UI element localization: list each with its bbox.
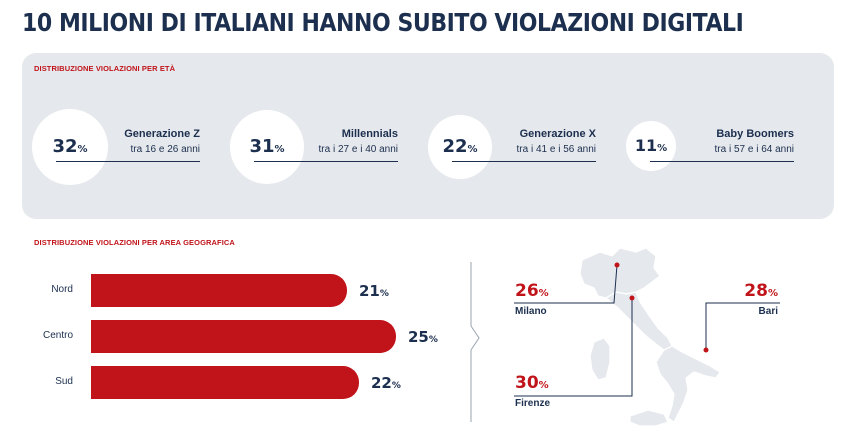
age-bubble: 32% — [32, 109, 108, 185]
section-divider — [470, 262, 480, 422]
age-bubble: 11% — [626, 121, 676, 171]
age-group-range: tra i 41 e i 56 anni — [516, 144, 597, 155]
age-underline — [56, 161, 200, 162]
page-title: 10 MILIONI DI ITALIANI HANNO SUBITO VIOL… — [22, 8, 744, 37]
bar-centro — [91, 320, 396, 353]
age-group-name: Generazione X — [519, 128, 596, 140]
city-milano-value: 26% — [515, 281, 549, 301]
age-underline — [650, 161, 794, 162]
age-percent: 32% — [52, 136, 88, 157]
age-group-range: tra i 57 e i 64 anni — [714, 144, 795, 155]
age-section-label: DISTRIBUZIONE VIOLAZIONI PER ETÀ — [34, 64, 176, 73]
bar-value-label: 22% — [371, 374, 401, 392]
bar-category-label: Nord — [51, 284, 73, 295]
bar-category-label: Sud — [55, 376, 73, 387]
age-bubble: 22% — [428, 115, 492, 179]
city-milano-name: Milano — [515, 306, 547, 317]
age-group-name: Millennials — [341, 128, 398, 140]
sardinia-island — [589, 337, 611, 381]
italy-south-region — [655, 345, 721, 423]
age-underline — [452, 161, 596, 162]
city-bari-value: 28% — [744, 281, 778, 301]
italy-north-region — [579, 247, 661, 299]
italy-map — [579, 247, 721, 427]
geo-section-label: DISTRIBUZIONE VIOLAZIONI PER AREA GEOGRA… — [34, 238, 235, 247]
city-bari-name: Bari — [758, 306, 778, 317]
age-group-name: Baby Boomers — [716, 128, 794, 140]
bar-nord — [91, 274, 347, 307]
age-group-range: tra 16 e 26 anni — [130, 144, 201, 155]
bar-value-label: 25% — [408, 328, 438, 346]
bar-value-label: 21% — [359, 282, 389, 300]
age-group-name: Generazione Z — [124, 128, 200, 140]
age-distribution-panel: DISTRIBUZIONE VIOLAZIONI PER ETÀ 32% Gen… — [22, 53, 834, 219]
bar-sud — [91, 366, 359, 399]
age-underline — [254, 161, 398, 162]
age-percent: 31% — [249, 136, 285, 157]
age-bubble: 31% — [230, 110, 304, 184]
city-firenze-name: Firenze — [515, 398, 551, 409]
bar-category-label: Centro — [42, 330, 73, 341]
age-percent: 22% — [442, 136, 478, 157]
sicily-island — [629, 409, 669, 427]
city-firenze-value: 30% — [515, 373, 549, 393]
age-group-range: tra i 27 e i 40 anni — [318, 144, 399, 155]
age-percent: 11% — [634, 136, 668, 155]
italy-center-region — [604, 291, 673, 351]
